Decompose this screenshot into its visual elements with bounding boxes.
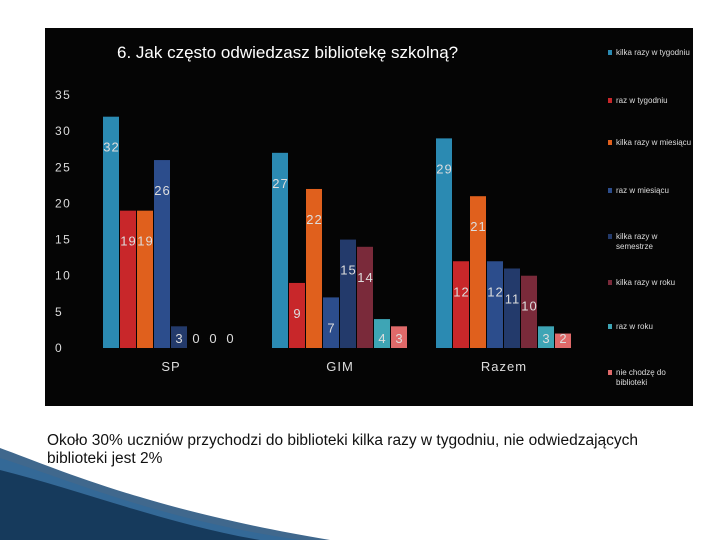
decorative-swoosh xyxy=(0,448,330,540)
data-label: 2 xyxy=(559,331,567,346)
data-label: 19 xyxy=(120,234,136,249)
legend-label: nie chodzę do biblioteki xyxy=(616,368,666,387)
legend-label: raz w tygodniu xyxy=(616,96,668,105)
bar xyxy=(374,319,390,348)
data-label: 9 xyxy=(293,306,301,321)
bar xyxy=(521,275,537,348)
bar xyxy=(391,326,407,348)
y-tick-label: 10 xyxy=(55,269,71,283)
legend-item: kilka razy w roku xyxy=(608,278,693,288)
legend-label: kilka razy w roku xyxy=(616,278,676,287)
category-label: SP xyxy=(161,359,180,374)
data-label: 12 xyxy=(453,284,469,299)
category-label: Razem xyxy=(481,359,527,374)
bar xyxy=(453,261,469,348)
bar xyxy=(103,116,119,348)
y-tick-label: 30 xyxy=(55,124,71,138)
data-label: 14 xyxy=(357,270,373,285)
legend-item: kilka razy w miesiącu xyxy=(608,138,693,148)
bar xyxy=(171,326,187,348)
y-tick-label: 35 xyxy=(55,88,71,102)
y-tick-label: 0 xyxy=(55,341,63,355)
bar xyxy=(340,239,356,348)
legend-swatch xyxy=(608,370,612,375)
legend-swatch xyxy=(608,98,612,103)
legend-item: nie chodzę do biblioteki xyxy=(608,368,693,388)
legend-label: raz w miesiącu xyxy=(616,186,669,195)
bar xyxy=(306,188,322,348)
bar xyxy=(137,210,153,348)
bar xyxy=(504,268,520,348)
y-tick-label: 5 xyxy=(55,305,63,319)
legend-item: kilka razy w semestrze xyxy=(608,232,693,252)
legend-item: raz w roku xyxy=(608,322,693,332)
bar xyxy=(436,138,452,348)
legend-swatch xyxy=(608,324,612,329)
category-label: GIM xyxy=(326,359,354,374)
data-label: 21 xyxy=(470,219,486,234)
bar xyxy=(357,246,373,348)
data-label: 0 xyxy=(209,331,217,346)
data-label: 32 xyxy=(103,140,119,155)
data-label: 22 xyxy=(306,212,322,227)
data-label: 10 xyxy=(521,299,537,314)
bar xyxy=(272,152,288,348)
data-label: 12 xyxy=(487,284,503,299)
legend-item: raz w miesiącu xyxy=(608,186,693,196)
data-label: 3 xyxy=(395,331,403,346)
data-label: 26 xyxy=(154,183,170,198)
y-tick-label: 15 xyxy=(55,233,71,247)
bar xyxy=(538,326,554,348)
legend-label: kilka razy w semestrze xyxy=(616,232,658,251)
legend-item: kilka razy w tygodniu xyxy=(608,48,693,58)
legend-swatch xyxy=(608,50,612,55)
chart-panel: 0 5 10 15 20 25 30 35 32 19 19 26 3 0 0 0 27 9 22 7 15 14 4 3 29… xyxy=(45,28,693,406)
data-label: 7 xyxy=(327,320,335,335)
legend-swatch xyxy=(608,234,612,239)
data-label: 19 xyxy=(137,234,153,249)
data-label: 29 xyxy=(436,161,452,176)
legend-label: kilka razy w tygodniu xyxy=(616,48,690,57)
data-label: 15 xyxy=(340,263,356,278)
bar xyxy=(120,210,136,348)
slide-caption: Około 30% uczniów przychodzi do bibliote… xyxy=(47,432,639,467)
legend-swatch xyxy=(608,280,612,285)
data-label: 27 xyxy=(272,176,288,191)
bar xyxy=(487,261,503,348)
data-label: 0 xyxy=(226,331,234,346)
y-tick-label: 25 xyxy=(55,160,71,174)
bar xyxy=(555,333,571,348)
data-label: 4 xyxy=(378,331,386,346)
legend-swatch xyxy=(608,188,612,193)
legend-label: raz w roku xyxy=(616,322,653,331)
bar xyxy=(323,297,339,348)
data-label: 0 xyxy=(192,331,200,346)
bar xyxy=(154,160,170,348)
chart-title: 6. Jak często odwiedzasz bibliotekę szko… xyxy=(117,43,459,62)
data-label: 11 xyxy=(505,291,521,306)
legend-item: raz w tygodniu xyxy=(608,96,693,106)
data-label: 3 xyxy=(542,331,550,346)
y-tick-label: 20 xyxy=(55,196,71,210)
legend-label: kilka razy w miesiącu xyxy=(616,138,692,147)
bar xyxy=(289,282,305,348)
bar xyxy=(470,196,486,348)
chart-legend: kilka razy w tygodniu raz w tygodniu kilka… xyxy=(608,28,693,406)
data-label: 3 xyxy=(175,331,183,346)
legend-swatch xyxy=(608,140,612,145)
